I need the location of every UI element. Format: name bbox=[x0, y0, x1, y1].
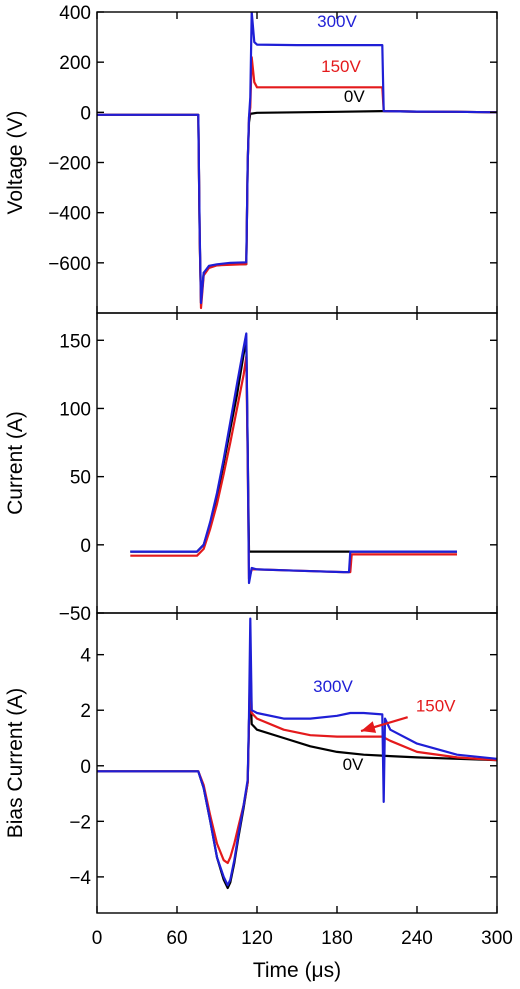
panel-frame bbox=[96, 312, 498, 614]
series-line-0V bbox=[97, 110, 497, 305]
y-tick-label: −4 bbox=[69, 868, 91, 889]
y-tick-label: 0 bbox=[80, 103, 91, 124]
x-tick-label: 300 bbox=[481, 928, 513, 949]
annotation-label-300V: 300V bbox=[317, 12, 357, 31]
annotation-label-300V: 300V bbox=[313, 677, 353, 696]
y-axis-label: Bias Current (A) bbox=[4, 688, 27, 839]
y-tick-label: 150 bbox=[59, 331, 91, 352]
y-tick-label: 100 bbox=[59, 399, 91, 420]
y-tick-label: −50 bbox=[59, 604, 91, 625]
y-tick-label: 50 bbox=[70, 468, 91, 489]
y-axis-label: Current (A) bbox=[4, 411, 27, 515]
y-axis-label: Voltage (V) bbox=[4, 111, 27, 215]
panel-frame bbox=[96, 11, 498, 314]
x-tick-label: 240 bbox=[401, 928, 433, 949]
y-tick-label: 400 bbox=[59, 3, 91, 24]
y-tick-label: 4 bbox=[80, 646, 91, 667]
x-tick-label: 120 bbox=[241, 928, 273, 949]
series-line-300V bbox=[97, 617, 497, 887]
annotation-arrow-head bbox=[361, 721, 377, 733]
y-tick-label: 200 bbox=[59, 53, 91, 74]
annotation-label-150V: 150V bbox=[321, 57, 361, 76]
series-line-0V bbox=[130, 339, 457, 553]
y-tick-label: −200 bbox=[48, 154, 91, 175]
y-tick-label: −600 bbox=[48, 254, 91, 275]
series-line-150V bbox=[130, 355, 457, 580]
y-tick-label: 0 bbox=[80, 536, 91, 557]
y-tick-label: −400 bbox=[48, 204, 91, 225]
y-tick-label: −2 bbox=[69, 812, 91, 833]
panel-1: −600 −400 −200 0 200 400 Voltage (V) 300V 150V 0V bbox=[4, 3, 498, 314]
x-tick-label: 0 bbox=[92, 928, 103, 949]
x-tick-label: 60 bbox=[166, 928, 187, 949]
panel-2: −50 0 50 100 150 Current (A) bbox=[4, 312, 498, 625]
x-tick-label: 180 bbox=[321, 928, 353, 949]
series-line-300V bbox=[97, 12, 497, 305]
y-tick-label: 2 bbox=[80, 701, 91, 722]
series-line-150V bbox=[97, 56, 497, 310]
annotation-label-150V: 150V bbox=[416, 697, 456, 716]
panel-frame bbox=[96, 612, 498, 914]
annotation-label-0V: 0V bbox=[344, 87, 365, 106]
x-axis-label: Time (μs) bbox=[253, 959, 341, 982]
y-tick-label: 0 bbox=[80, 757, 91, 778]
series-line-300V bbox=[130, 332, 457, 585]
annotation-label-0V: 0V bbox=[343, 755, 364, 774]
